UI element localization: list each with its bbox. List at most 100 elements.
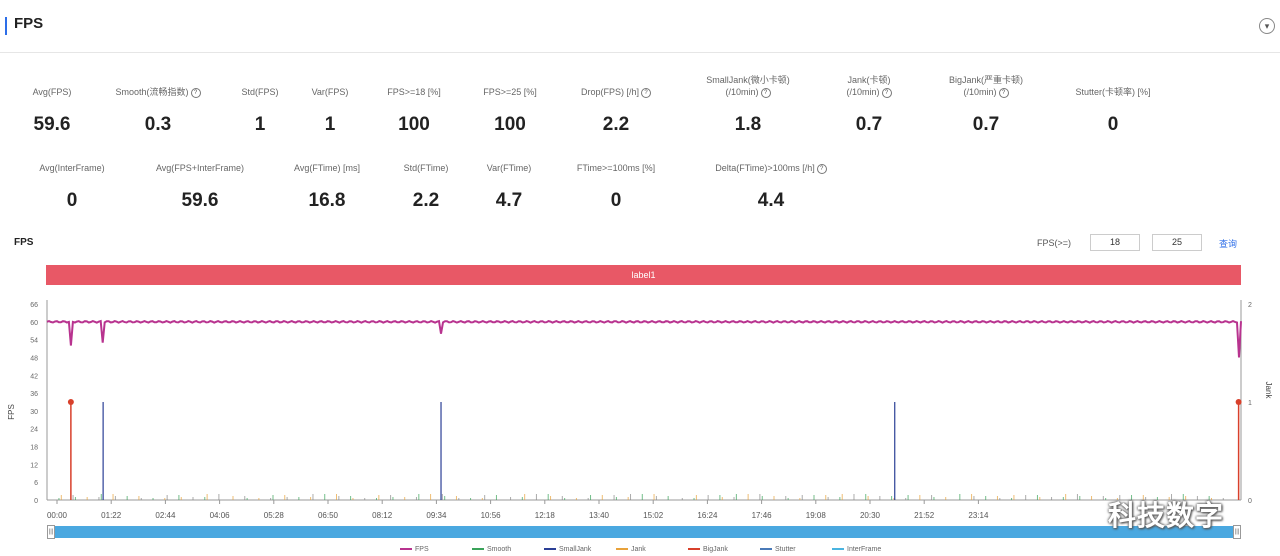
row2-metric-1: Avg(FPS+InterFrame) 59.6 <box>125 162 275 212</box>
metric-value: 1 <box>254 114 266 135</box>
query-button[interactable]: 查询 <box>1219 239 1238 249</box>
metric-label: SmallJank(微小卡顿) <box>706 75 790 85</box>
scroll-right-handle[interactable]: ||| <box>1233 525 1241 539</box>
y-tick-label-left: 48 <box>30 355 38 362</box>
metric-label: Var(FTime) <box>486 163 532 173</box>
metric-value: 0 <box>610 190 622 211</box>
metric-label: Drop(FPS) [/h]? <box>541 86 691 98</box>
metric-value: 0.3 <box>144 114 172 135</box>
y-axis-label-left: FPS <box>7 404 16 420</box>
y-tick-label-left: 0 <box>34 498 38 505</box>
x-tick-label: 01:22 <box>101 511 122 520</box>
info-icon[interactable]: ? <box>760 87 771 98</box>
legend-item-bigjank[interactable]: BigJank <box>688 546 728 553</box>
timeline-scrollbar[interactable] <box>47 526 1241 538</box>
y-tick-label-left: 18 <box>30 445 38 452</box>
legend-item-jank[interactable]: Jank <box>616 546 646 553</box>
legend-swatch <box>688 548 700 551</box>
metric-value: 0.7 <box>972 114 1000 135</box>
row1-metric-0: Avg(FPS) 59.6 <box>0 86 127 136</box>
legend-swatch <box>616 548 628 551</box>
row1-metric-5: FPS>=25 [%] 100 <box>435 86 585 136</box>
legend-label: Stutter <box>775 546 796 553</box>
x-tick-label: 09:34 <box>426 511 447 520</box>
metric-value: 2.2 <box>412 190 440 211</box>
x-tick-label: 05:28 <box>264 511 285 520</box>
row1-metric-7: SmallJank(微小卡顿) (/10min)? 1.8 <box>673 74 823 136</box>
metric-label-unit: (/10min)? <box>673 86 823 98</box>
legend-label: InterFrame <box>847 546 882 553</box>
scroll-left-handle[interactable]: ||| <box>47 525 55 539</box>
threshold-25-input[interactable] <box>1152 234 1202 251</box>
legend-item-smalljank[interactable]: SmallJank <box>544 546 591 553</box>
metric-value: 1.8 <box>734 114 762 135</box>
threshold-18-input[interactable] <box>1090 234 1140 251</box>
row2-metric-5: FTime>=100ms [%] 0 <box>541 162 691 212</box>
info-icon[interactable]: ? <box>190 87 201 98</box>
y-tick-label-left: 36 <box>30 391 38 398</box>
legend-swatch <box>472 548 484 551</box>
row1-metric-4: FPS>=18 [%] 100 <box>339 86 489 136</box>
info-icon[interactable]: ? <box>641 87 651 98</box>
row1-metric-10: Stutter(卡顿率) [%] 0 <box>1038 86 1188 136</box>
row1-metric-2: Std(FPS) 1 <box>185 86 335 136</box>
metric-value: 59.6 <box>33 114 71 135</box>
y-axis-label-right: Jank <box>1264 382 1273 400</box>
row2-metric-3: Std(FTime) 2.2 <box>351 162 501 212</box>
legend-swatch <box>400 548 412 551</box>
y-tick-label-left: 54 <box>30 338 38 345</box>
legend-item-stutter[interactable]: Stutter <box>760 546 796 553</box>
legend-label: Jank <box>631 546 646 553</box>
info-icon[interactable]: ? <box>998 87 1009 98</box>
legend-label: BigJank <box>703 546 728 553</box>
x-tick-label: 06:50 <box>318 511 339 520</box>
y-tick-label-left: 12 <box>30 462 38 469</box>
row1-metric-8: Jank(卡顿) (/10min)? 0.7 <box>794 74 944 136</box>
metric-value: 4.4 <box>757 190 785 211</box>
metric-value: 1 <box>324 114 336 135</box>
metric-label: FPS>=18 [%] <box>387 87 441 97</box>
metric-value: 100 <box>494 114 526 135</box>
watermark: 科技数字 <box>1108 500 1225 531</box>
x-tick-label: 21:52 <box>914 511 935 520</box>
metric-label: Avg(FPS+InterFrame) <box>155 163 245 173</box>
x-tick-label: 16:24 <box>697 511 718 520</box>
info-icon[interactable]: ? <box>816 163 827 174</box>
row2-metric-4: Var(FTime) 4.7 <box>434 162 584 212</box>
metric-label-unit: (/10min)? <box>911 86 1061 98</box>
title-accent-bar <box>5 17 7 35</box>
legend-swatch <box>832 548 844 551</box>
legend-item-interframe[interactable]: InterFrame <box>832 546 881 553</box>
metric-label: Var(FPS) <box>311 87 349 97</box>
metric-label: Std(FTime) <box>403 163 449 173</box>
collapse-chevron-icon[interactable]: ▾ <box>1259 18 1275 34</box>
metric-label: Std(FPS) <box>241 87 279 97</box>
info-icon[interactable]: ? <box>881 87 892 98</box>
metric-label: FPS>=25 [%] <box>483 87 537 97</box>
x-tick-label: 08:12 <box>372 511 393 520</box>
panel-header: FPS ▾ <box>0 0 1280 53</box>
panel-title: FPS <box>14 15 44 32</box>
row2-metric-6: Delta(FTime)>100ms [/h]? 4.4 <box>696 162 846 212</box>
legend-item-smooth[interactable]: Smooth <box>472 546 511 553</box>
y-tick-label-right: 0 <box>1248 498 1252 505</box>
x-tick-label: 13:40 <box>589 511 610 520</box>
y-tick-label-right: 1 <box>1248 400 1252 407</box>
label-band[interactable]: label1 <box>46 265 1241 285</box>
threshold-label: FPS(>=) <box>1037 238 1072 248</box>
y-tick-label-left: 24 <box>30 427 38 434</box>
y-tick-label-left: 60 <box>30 320 38 327</box>
chart-title: FPS <box>14 237 34 248</box>
metric-label: BigJank(严重卡顿) <box>948 75 1023 85</box>
x-tick-label: 15:02 <box>643 511 664 520</box>
legend-item-fps[interactable]: FPS <box>400 546 429 553</box>
metric-label: Smooth(流畅指数)? <box>83 86 233 98</box>
row1-metric-6: Drop(FPS) [/h]? 2.2 <box>541 86 691 136</box>
metric-value: 4.7 <box>495 190 523 211</box>
x-tick-label: 02:44 <box>155 511 176 520</box>
legend-label: SmallJank <box>559 546 592 553</box>
legend-label: FPS <box>415 546 429 553</box>
row1-metric-9: BigJank(严重卡顿) (/10min)? 0.7 <box>911 74 1061 136</box>
metric-label: Delta(FTime)>100ms [/h]? <box>696 162 846 174</box>
